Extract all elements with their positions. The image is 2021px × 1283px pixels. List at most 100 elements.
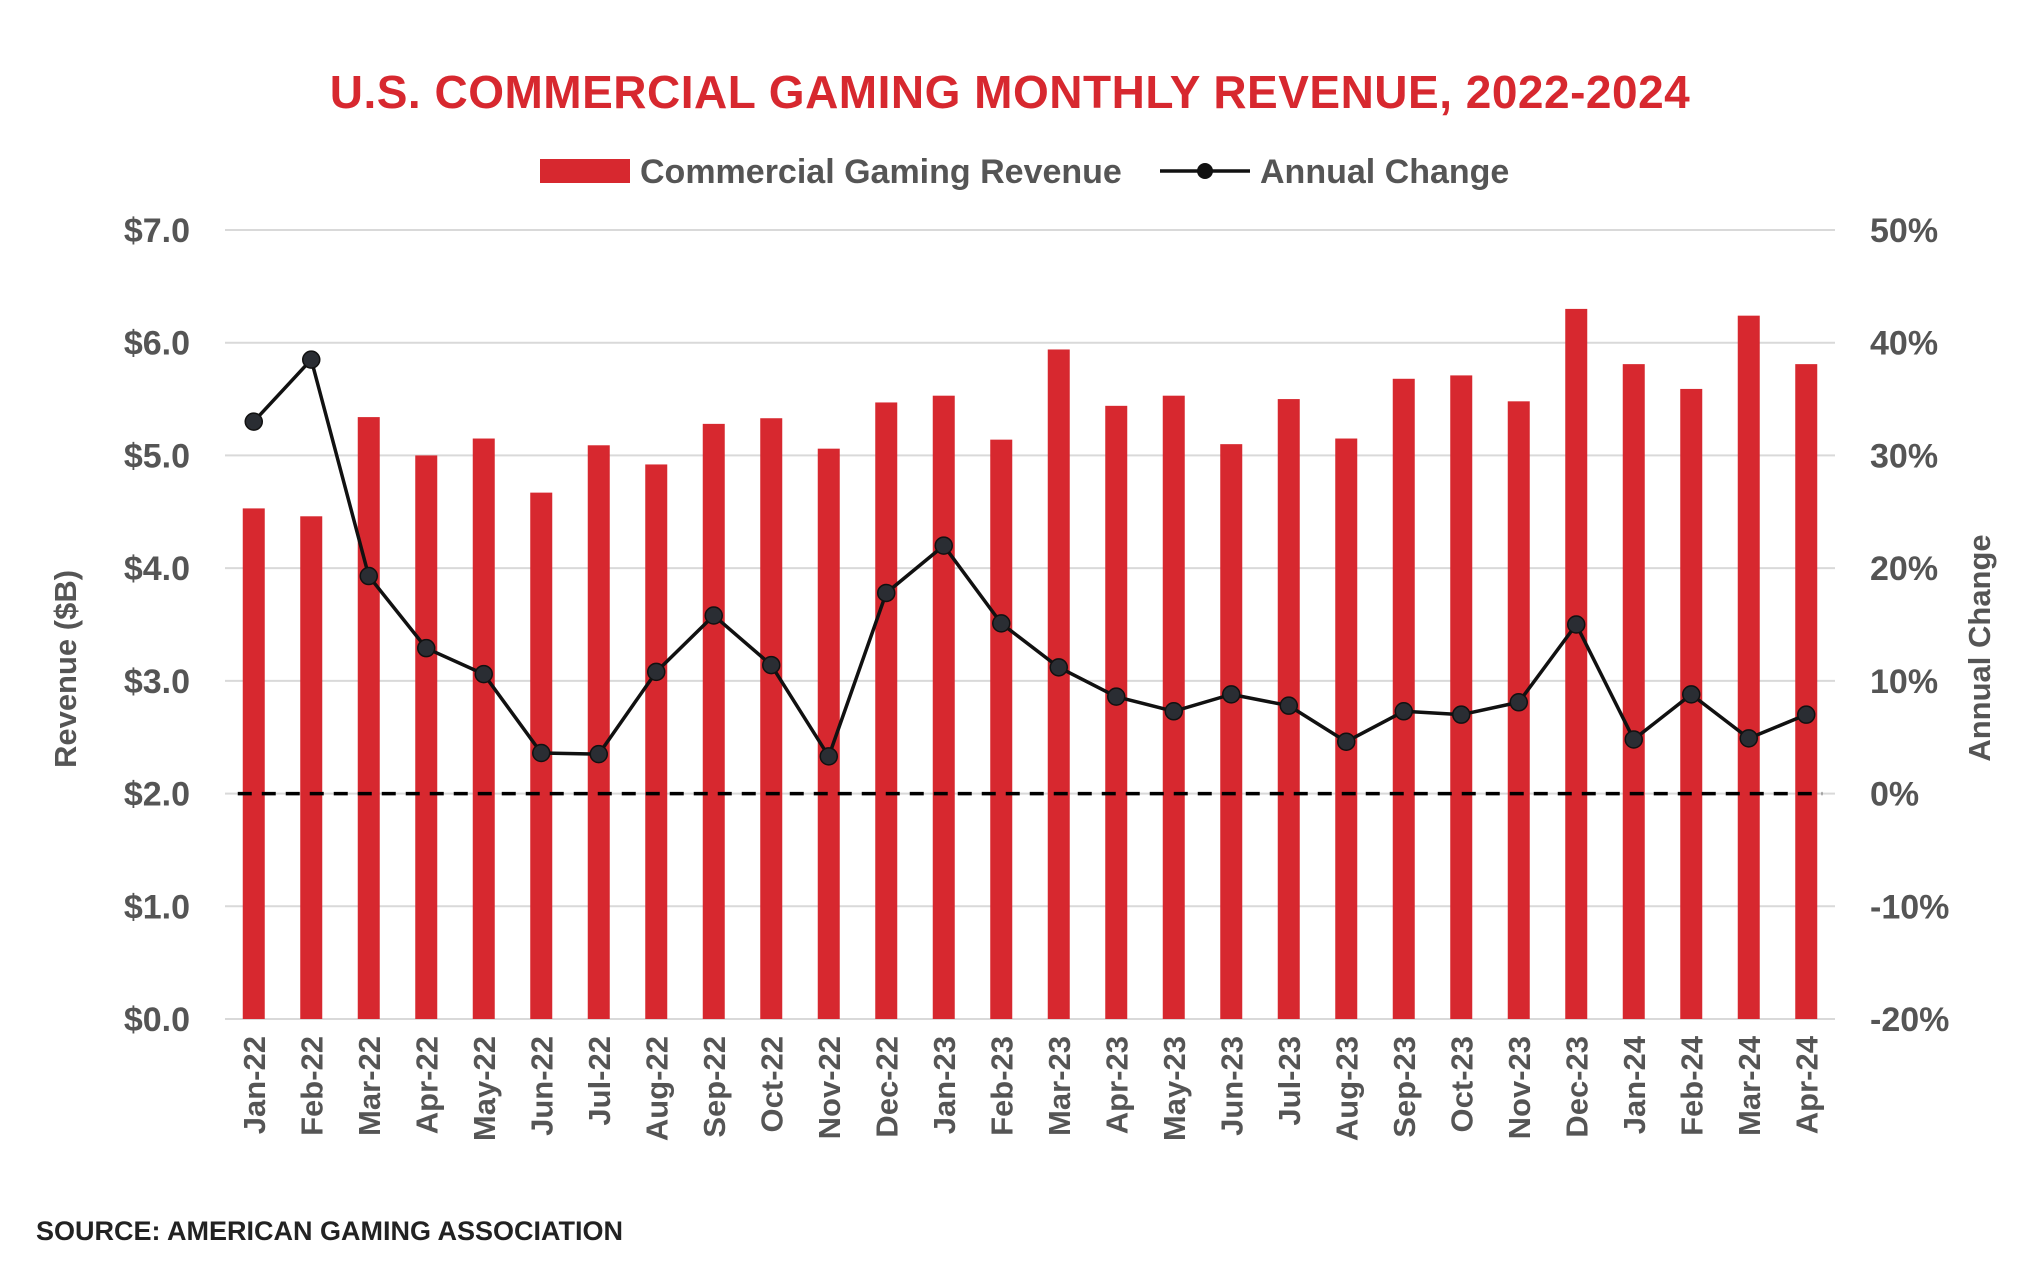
x-tick-label: Feb-22: [294, 1036, 329, 1136]
annual-change-point: [992, 614, 1011, 633]
annual-change-point: [359, 566, 378, 586]
x-tick-label: Jul-22: [582, 1036, 617, 1126]
bars: [242, 308, 1818, 1020]
revenue-bar: [1105, 405, 1128, 1019]
annual-change-point: [704, 606, 723, 625]
annual-change-point: [1049, 658, 1068, 677]
annual-change-point: [1164, 702, 1183, 721]
x-tick-label: May-23: [1157, 1036, 1192, 1141]
revenue-bar: [587, 445, 610, 1019]
left-tick-label: $5.0: [124, 437, 190, 475]
legend-label-revenue: Commercial Gaming Revenue: [640, 153, 1122, 191]
x-tick-label: Sep-22: [697, 1036, 732, 1138]
legend-marker-annual-change: [1197, 163, 1213, 179]
x-tick-label: Nov-23: [1502, 1036, 1537, 1139]
right-tick-label: 10%: [1870, 663, 1938, 701]
right-tick-label: 30%: [1870, 437, 1938, 475]
annual-change-point: [1337, 732, 1356, 751]
x-tick-label: Feb-24: [1674, 1035, 1709, 1136]
left-tick-label: $3.0: [124, 663, 190, 701]
x-tick-label: Jan-22: [237, 1036, 272, 1134]
left-axis-ticks: $0.0 $1.0 $2.0 $3.0 $4.0 $5.0 $6.0 $7.0: [124, 212, 190, 1039]
legend-swatch-revenue: [540, 159, 630, 183]
x-tick-label: Jun-22: [524, 1036, 559, 1136]
annual-change-line: [252, 357, 1807, 759]
annual-change-point: [1107, 687, 1126, 706]
chart-title: U.S. COMMERCIAL GAMING MONTHLY REVENUE, …: [330, 66, 1691, 118]
x-tick-label: Apr-23: [1099, 1036, 1134, 1134]
x-tick-label: Sep-23: [1387, 1036, 1422, 1138]
x-tick-label: Jan-23: [927, 1036, 962, 1134]
right-tick-label: -10%: [1870, 888, 1949, 926]
left-axis-title: Revenue ($B): [48, 570, 83, 768]
annual-change-point: [244, 412, 263, 431]
annual-change-point: [1452, 705, 1471, 724]
right-tick-label: 50%: [1870, 212, 1938, 250]
annual-change-point: [589, 744, 608, 764]
right-tick-label: 20%: [1870, 550, 1938, 588]
revenue-bar: [300, 516, 323, 1019]
revenue-bar: [817, 448, 840, 1019]
x-tick-label: Aug-22: [639, 1036, 674, 1141]
annual-change-point: [1682, 685, 1701, 704]
revenue-bar: [1680, 388, 1703, 1020]
gridlines: [225, 229, 1835, 1020]
left-tick-label: $6.0: [124, 325, 190, 363]
x-tick-label: Mar-23: [1042, 1036, 1077, 1136]
revenue-bar: [1737, 315, 1760, 1020]
revenue-bar: [1220, 444, 1243, 1020]
x-tick-label: Oct-23: [1444, 1036, 1479, 1132]
x-tick-label: Apr-24: [1789, 1035, 1824, 1134]
annual-change-point: [819, 747, 838, 766]
annual-change-point: [1509, 693, 1528, 712]
annual-change-point: [302, 350, 321, 369]
x-tick-label: Dec-22: [869, 1036, 904, 1138]
revenue-bar: [1795, 364, 1818, 1019]
annual-change-point: [1279, 696, 1298, 715]
annual-change-point: [1624, 730, 1643, 749]
revenue-bar: [1622, 364, 1645, 1019]
left-tick-label: $4.0: [124, 550, 190, 588]
annual-change-point: [1567, 615, 1586, 634]
x-tick-label: Jul-23: [1272, 1036, 1307, 1126]
x-tick-label: Nov-22: [812, 1036, 847, 1139]
annual-change-point: [532, 743, 551, 763]
annual-change-point: [1222, 685, 1241, 704]
revenue-bar: [1565, 308, 1588, 1019]
source-note: SOURCE: AMERICAN GAMING ASSOCIATION: [36, 1216, 623, 1246]
revenue-bar: [702, 423, 725, 1020]
x-tick-label: Oct-22: [754, 1036, 789, 1132]
revenue-bar: [242, 508, 265, 1019]
annual-change-point: [1394, 702, 1413, 721]
annual-change-point: [1797, 705, 1816, 724]
revenue-bar: [1392, 378, 1415, 1020]
revenue-bar: [1335, 438, 1358, 1019]
legend: Commercial Gaming Revenue Annual Change: [540, 153, 1509, 191]
annual-change-point: [877, 583, 896, 603]
annual-change-point: [647, 662, 666, 682]
revenue-bar: [1450, 375, 1473, 1019]
revenue-bar: [1047, 349, 1070, 1019]
x-tick-label: Feb-23: [984, 1036, 1019, 1136]
revenue-bar: [990, 439, 1013, 1019]
annual-change-point: [474, 664, 493, 684]
annual-change-point: [417, 638, 436, 658]
revenue-bar: [875, 402, 898, 1019]
right-axis-ticks: -20% -10% 0% 10% 20% 30% 40% 50%: [1870, 212, 1949, 1039]
left-tick-label: $0.0: [124, 1001, 190, 1039]
x-tick-label: Jun-23: [1214, 1036, 1249, 1136]
x-tick-label: Dec-23: [1559, 1036, 1594, 1138]
x-tick-label: Jan-24: [1617, 1035, 1652, 1134]
x-tick-label: Apr-22: [409, 1036, 444, 1134]
revenue-bar: [645, 464, 668, 1020]
x-tick-label: Mar-22: [352, 1036, 387, 1136]
revenue-bar: [357, 417, 380, 1019]
legend-label-annual-change: Annual Change: [1260, 153, 1509, 191]
left-tick-label: $1.0: [124, 888, 190, 926]
right-tick-label: 40%: [1870, 325, 1938, 363]
x-tick-label: May-22: [467, 1036, 502, 1141]
left-tick-label: $7.0: [124, 212, 190, 250]
x-axis-ticks: Jan-22 Feb-22 Mar-22 Apr-22 May-22 Jun-22 Jul-…: [237, 1035, 1825, 1141]
revenue-bar: [760, 418, 783, 1019]
